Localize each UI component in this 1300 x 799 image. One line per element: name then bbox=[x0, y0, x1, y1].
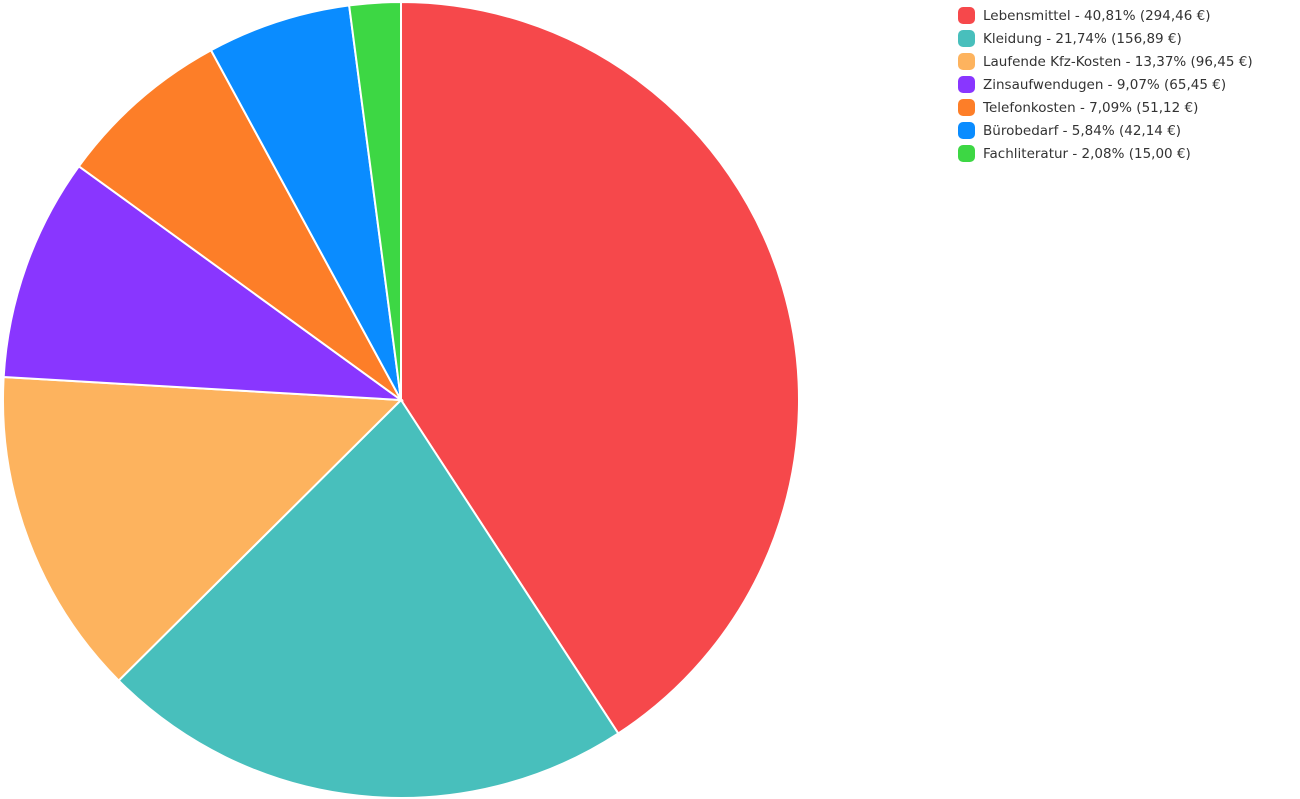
legend-swatch[interactable] bbox=[958, 7, 975, 24]
pie-slice bbox=[348, 0, 402, 401]
legend-label[interactable]: Lebensmittel - 40,81% (294,46 €) bbox=[983, 8, 1210, 24]
pie-slice bbox=[77, 48, 402, 401]
legend-label[interactable]: Fachliteratur - 2,08% (15,00 €) bbox=[983, 146, 1191, 162]
legend-swatch[interactable] bbox=[958, 122, 975, 139]
pie-slice bbox=[117, 398, 620, 799]
legend-swatch[interactable] bbox=[958, 99, 975, 116]
pie-slice bbox=[2, 164, 405, 402]
legend-label[interactable]: Kleidung - 21,74% (156,89 €) bbox=[983, 31, 1182, 47]
legend-swatch[interactable] bbox=[958, 76, 975, 93]
pie-slice bbox=[400, 0, 800, 735]
legend-swatch[interactable] bbox=[958, 53, 975, 70]
legend-label[interactable]: Laufende Kfz-Kosten - 13,37% (96,45 €) bbox=[983, 54, 1253, 70]
legend-label[interactable]: Bürobedarf - 5,84% (42,14 €) bbox=[983, 123, 1181, 139]
pie-slice bbox=[2, 375, 404, 682]
legend-swatch[interactable] bbox=[958, 30, 975, 47]
legend-swatch[interactable] bbox=[958, 145, 975, 162]
pie-slice bbox=[209, 4, 402, 401]
legend-label[interactable]: Zinsaufwendugen - 9,07% (65,45 €) bbox=[983, 77, 1226, 93]
legend-label[interactable]: Telefonkosten - 7,09% (51,12 €) bbox=[982, 100, 1198, 116]
